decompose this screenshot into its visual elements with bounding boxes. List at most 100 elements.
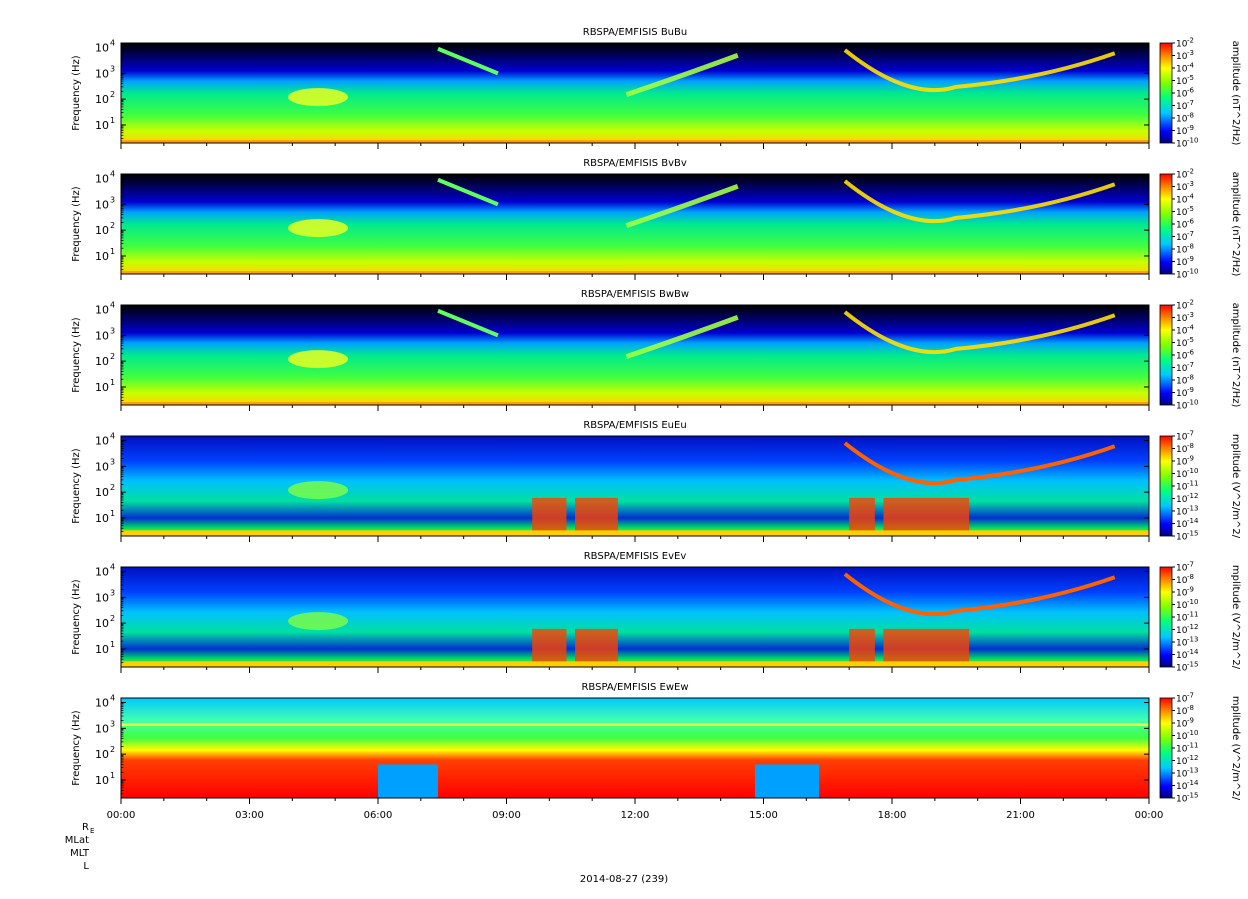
colorbar-tick-label: 10 <box>1176 183 1188 193</box>
colorbar-tick-exponent: -15 <box>1187 661 1198 669</box>
panel-title: RBSPA/EMFISIS BvBv <box>583 158 687 169</box>
colorbar-label: amplitude (nT^2/Hz) <box>1230 172 1241 277</box>
colorbar-tick-exponent: -4 <box>1187 324 1195 332</box>
broadband-burst <box>883 628 970 663</box>
panel-title: RBSPA/EMFISIS EuEu <box>583 420 686 431</box>
x-tick-label: 03:00 <box>235 810 264 821</box>
x-tick-label: 12:00 <box>621 810 650 821</box>
colorbar-tick-label: 10 <box>1176 258 1188 268</box>
x-tick-label: 09:00 <box>492 810 521 821</box>
spectral-features <box>121 441 1149 536</box>
broadband-burst <box>575 497 618 532</box>
x-axis: 00:00 03:00 06:00 09:00 12:00 15:00 18:00 21:00… <box>107 810 1164 821</box>
colorbar-tick-label: 10 <box>1176 720 1188 730</box>
colorbar-tick-label: 10 <box>1176 508 1188 518</box>
broadband-burst <box>883 497 970 532</box>
panel-title: RBSPA/EMFISIS EwEw <box>581 682 688 693</box>
y-tick-exponent: 1 <box>110 116 115 125</box>
colorbar-tick-exponent: -2 <box>1187 37 1194 45</box>
colorbar-tick-exponent: -10 <box>1187 399 1198 407</box>
colorbar-tick-exponent: -15 <box>1187 792 1198 800</box>
colorbar-tick-exponent: -4 <box>1187 193 1195 201</box>
y-tick-exponent: 2 <box>110 221 115 230</box>
y-tick-exponent: 2 <box>110 352 115 361</box>
colorbar-tick-label: 10 <box>1176 757 1188 767</box>
y-tick-label: 10 <box>95 774 109 787</box>
spectral-features <box>121 572 1149 667</box>
x-tick-label: 06:00 <box>364 810 393 821</box>
colorbar-tick-label: 10 <box>1176 77 1188 87</box>
y-tick-exponent: 4 <box>110 432 115 441</box>
v-band <box>843 48 1116 93</box>
spectral-features <box>121 46 1149 143</box>
y-tick-label: 10 <box>95 617 109 630</box>
x-tick-label: 00:00 <box>1135 810 1164 821</box>
colorbar-tick-label: 10 <box>1176 102 1188 112</box>
y-tick-label: 10 <box>95 173 109 186</box>
panel-title: RBSPA/EMFISIS EvEv <box>584 551 687 562</box>
y-tick-label: 10 <box>95 643 109 656</box>
y-tick-exponent: 3 <box>110 326 115 335</box>
colorbar-tick-exponent: -9 <box>1187 124 1194 132</box>
colorbar-tick-exponent: -12 <box>1187 623 1198 631</box>
colorbar-tick-exponent: -10 <box>1187 729 1198 737</box>
colorbar-tick-label: 10 <box>1176 651 1188 661</box>
y-tick-label: 10 <box>95 486 109 499</box>
colorbar-tick-exponent: -13 <box>1187 505 1198 513</box>
colorbar-label: mplitude (V^2/m^2/ <box>1230 434 1241 539</box>
colorbar-tick-label: 10 <box>1176 302 1188 312</box>
y-tick-exponent: 3 <box>110 588 115 597</box>
colorbar-tick-label: 10 <box>1176 495 1188 505</box>
chorus-band <box>625 52 739 97</box>
colorbar-tick-exponent: -6 <box>1187 87 1195 95</box>
y-tick-exponent: 3 <box>110 64 115 73</box>
low-freq-strip <box>121 530 1149 536</box>
colorbar-label: mplitude (V^2/m^2/ <box>1230 565 1241 670</box>
colorbar-tick-exponent: -2 <box>1187 168 1194 176</box>
colorbar-tick-exponent: -11 <box>1187 611 1198 619</box>
spectrogram-image <box>121 436 1149 536</box>
colorbar-tick-exponent: -7 <box>1187 361 1194 369</box>
line-emission <box>121 723 1149 727</box>
colorbar-tick-label: 10 <box>1176 127 1188 137</box>
colorbar-tick-label: 10 <box>1176 695 1188 705</box>
y-tick-exponent: 1 <box>110 640 115 649</box>
v-band <box>843 441 1116 486</box>
colorbar-tick-label: 10 <box>1176 795 1188 805</box>
colorbar-tick-exponent: -5 <box>1187 205 1194 213</box>
colorbar-tick-exponent: -7 <box>1187 230 1194 238</box>
colorbar-tick-label: 10 <box>1176 352 1188 362</box>
colorbar-tick-label: 10 <box>1176 40 1188 50</box>
v-band <box>843 179 1116 224</box>
y-tick-label: 10 <box>95 512 109 525</box>
colorbar-tick-exponent: -7 <box>1187 561 1194 569</box>
y-tick-exponent: 1 <box>110 378 115 387</box>
colorbar-tick-label: 10 <box>1176 90 1188 100</box>
falling-band <box>437 46 499 76</box>
colorbar-tick-exponent: -11 <box>1187 480 1198 488</box>
y-tick-exponent: 4 <box>110 301 115 310</box>
y-tick-label: 10 <box>95 67 109 80</box>
colorbar-tick-exponent: -9 <box>1187 255 1194 263</box>
spectrogram-image <box>121 698 1149 798</box>
colorbar-tick-label: 10 <box>1176 589 1188 599</box>
colorbar-tick-label: 10 <box>1176 314 1188 324</box>
colorbar-tick-label: 10 <box>1176 65 1188 75</box>
colorbar-tick-label: 10 <box>1176 221 1188 231</box>
spectral-features <box>121 177 1149 274</box>
colorbar: 10-210-310-410-510-610-710-810-910-10 amp… <box>1159 37 1241 150</box>
colorbar-tick-label: 10 <box>1176 377 1188 387</box>
ephemeris-label: R <box>82 822 89 833</box>
colorbar-tick-exponent: -10 <box>1187 268 1198 276</box>
colorbar-tick-label: 10 <box>1176 233 1188 243</box>
y-tick-label: 10 <box>95 435 109 448</box>
falling-band <box>437 308 499 338</box>
colorbar-tick-label: 10 <box>1176 664 1188 674</box>
y-tick-exponent: 4 <box>110 694 115 703</box>
colorbar-tick-exponent: -8 <box>1187 374 1194 382</box>
colorbar-tick-label: 10 <box>1176 52 1188 62</box>
colorbar-tick-label: 10 <box>1176 576 1188 586</box>
